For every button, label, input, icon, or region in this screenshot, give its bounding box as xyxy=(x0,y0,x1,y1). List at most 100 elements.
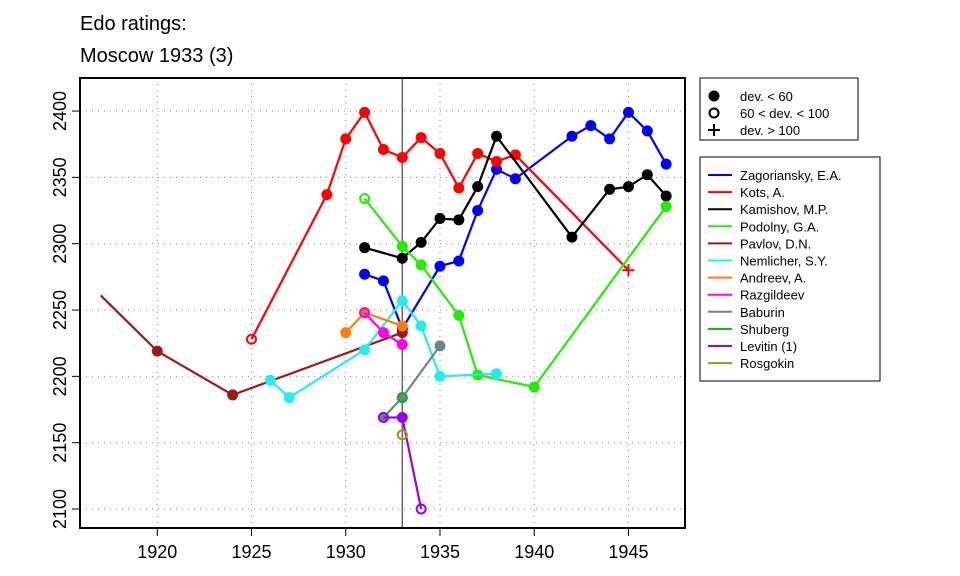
data-point-filled xyxy=(453,214,465,226)
legend-label: Andreev, A. xyxy=(740,271,806,286)
data-point-filled xyxy=(491,155,503,167)
data-point-filled xyxy=(434,370,446,382)
data-point-filled xyxy=(660,201,672,213)
data-point-filled xyxy=(453,309,465,321)
series-razgildeev xyxy=(359,307,408,351)
data-point-filled xyxy=(415,132,427,144)
data-point-open xyxy=(708,107,720,119)
data-point-filled xyxy=(340,133,352,145)
data-point-filled xyxy=(377,327,389,339)
data-point-filled xyxy=(396,295,408,307)
data-point-filled xyxy=(359,344,371,356)
data-point-filled xyxy=(396,339,408,351)
data-point-filled xyxy=(566,231,578,243)
data-point-filled xyxy=(472,181,484,193)
data-point-filled xyxy=(359,242,371,254)
data-point-filled xyxy=(415,236,427,248)
y-tick-label: 2350 xyxy=(50,157,70,197)
data-point-filled xyxy=(708,90,720,102)
data-point-filled xyxy=(359,106,371,118)
data-point-filled xyxy=(151,345,163,357)
legend-label: Podolny, G.A. xyxy=(740,219,819,234)
marker-legend-label: dev. < 60 xyxy=(740,89,793,104)
x-tick-label: 1930 xyxy=(326,542,366,562)
data-point-filled xyxy=(660,158,672,170)
data-point-filled xyxy=(491,130,503,142)
series-nemlicher-s-y- xyxy=(264,295,503,404)
data-point-filled xyxy=(585,120,597,132)
legend-label: Zagoriansky, E.A. xyxy=(740,168,842,183)
series-podolny-g-a- xyxy=(359,193,672,393)
plot-frame xyxy=(79,77,686,529)
data-point-filled xyxy=(396,411,408,423)
legend-label: Pavlov, D.N. xyxy=(740,236,811,251)
chart-title-line-1: Edo ratings: xyxy=(80,13,187,35)
data-point-open xyxy=(396,429,408,441)
data-point-filled xyxy=(604,183,616,195)
series-kamishov-m-p- xyxy=(359,130,672,264)
series-line xyxy=(364,110,668,332)
data-point-filled xyxy=(566,130,578,142)
player-legend-box xyxy=(699,156,881,382)
legend-label: Nemlicher, S.Y. xyxy=(740,254,828,269)
y-tick-label: 2250 xyxy=(50,290,70,330)
marker-legend-box xyxy=(699,77,859,141)
data-point-filled xyxy=(396,320,408,332)
data-point-open xyxy=(359,193,371,205)
x-tick-label: 1920 xyxy=(137,542,177,562)
data-point-filled xyxy=(415,259,427,271)
data-point-filled xyxy=(641,125,653,137)
y-tick-label: 2150 xyxy=(50,423,70,463)
data-point-filled xyxy=(377,275,389,287)
series-line xyxy=(363,197,668,389)
series-line xyxy=(250,110,630,340)
chart-title-line-2: Moscow 1933 (3) xyxy=(80,45,233,67)
data-point-filled xyxy=(604,133,616,145)
y-tick-label: 2200 xyxy=(50,356,70,396)
data-point-filled xyxy=(340,327,352,339)
x-tick-label: 1935 xyxy=(420,542,460,562)
data-point-filled xyxy=(283,392,295,404)
y-tick-label: 2400 xyxy=(50,91,70,131)
marker-legend-label: dev. > 100 xyxy=(740,123,800,138)
legend-label: Kamishov, M.P. xyxy=(740,202,828,217)
data-point-filled xyxy=(434,340,446,352)
data-point-filled xyxy=(491,368,503,380)
data-point-filled xyxy=(660,190,672,202)
legend-label: Levitin (1) xyxy=(740,339,797,354)
data-point-filled xyxy=(359,268,371,280)
data-point-filled xyxy=(453,182,465,194)
data-point-filled xyxy=(396,240,408,252)
series-line xyxy=(382,345,441,419)
y-tick-label: 2300 xyxy=(50,224,70,264)
data-point-filled xyxy=(415,320,427,332)
data-point-open xyxy=(359,307,371,319)
legend-label: Shuberg xyxy=(740,322,789,337)
data-point-filled xyxy=(434,260,446,272)
data-point-filled xyxy=(396,252,408,264)
series-zagoriansky-e-a- xyxy=(359,106,672,335)
data-point-filled xyxy=(528,381,540,393)
data-point-filled xyxy=(472,205,484,217)
data-point-filled xyxy=(377,144,389,156)
series-levitin-1- xyxy=(377,411,427,515)
x-tick-label: 1925 xyxy=(231,542,271,562)
legend-label: Kots, A. xyxy=(740,185,785,200)
data-point-filled xyxy=(227,389,239,401)
data-point-filled xyxy=(622,181,634,193)
data-point-open xyxy=(396,392,408,404)
x-tick-label: 1945 xyxy=(608,542,648,562)
data-point-filled xyxy=(396,151,408,163)
legend-label: Rosgokin xyxy=(740,356,794,371)
series-line xyxy=(99,294,403,397)
data-point-filled xyxy=(509,173,521,185)
series-rosgokin xyxy=(396,429,408,441)
data-point-filled xyxy=(622,106,634,118)
series-pavlov-d-n- xyxy=(99,294,408,401)
data-point-plus xyxy=(708,124,720,136)
data-point-open xyxy=(246,333,258,345)
data-point-filled xyxy=(491,163,503,175)
data-point-filled xyxy=(472,147,484,159)
data-point-filled xyxy=(434,212,446,224)
